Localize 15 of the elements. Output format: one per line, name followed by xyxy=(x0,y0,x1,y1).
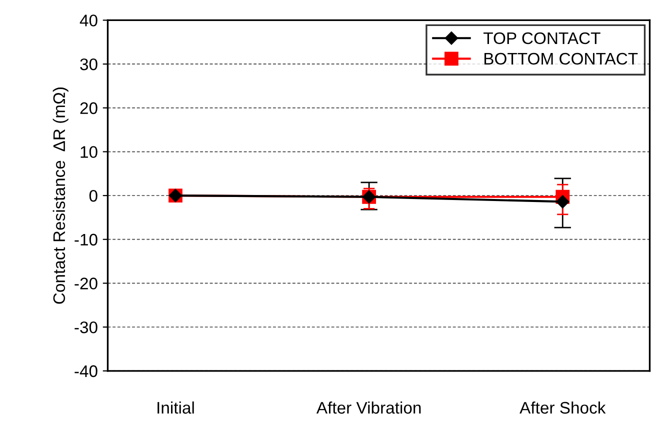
y-tick-label: 30 xyxy=(80,58,98,70)
y-tick-label: -30 xyxy=(74,321,98,334)
x-tick-label: After Vibration xyxy=(316,401,421,414)
y-tick-label: -10 xyxy=(74,234,98,246)
legend-label: BOTTOM CONTACT xyxy=(484,52,638,65)
y-tick-label: 20 xyxy=(80,102,98,114)
y-tick-label: 0 xyxy=(89,190,98,202)
legend-label: TOP CONTACT xyxy=(484,32,600,44)
y-tick-label: -20 xyxy=(74,278,98,290)
y-tick-label: 10 xyxy=(80,146,98,158)
x-tick-label: Initial xyxy=(158,401,194,414)
y-axis-title: Contact Resistance ΔR (mΩ) xyxy=(52,88,68,304)
y-tick-label: 40 xyxy=(80,14,98,26)
x-tick-label: After Shock xyxy=(520,401,606,414)
y-tick-label: -40 xyxy=(74,365,98,378)
